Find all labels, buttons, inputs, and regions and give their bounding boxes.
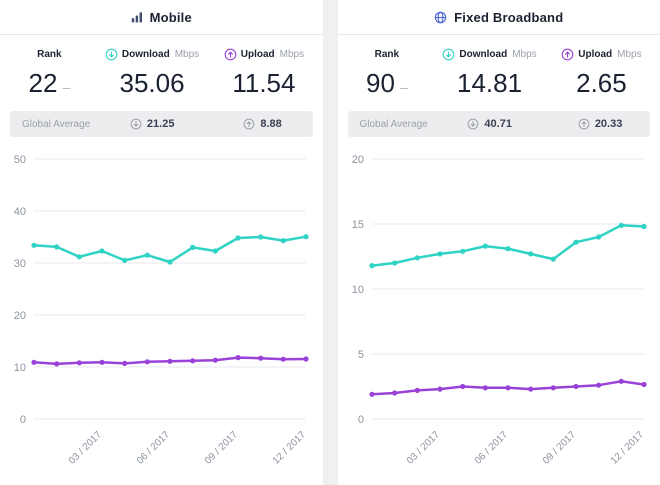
upload-value: 2.65 [576, 68, 627, 98]
svg-text:20: 20 [14, 310, 26, 322]
svg-text:06 / 2017: 06 / 2017 [135, 429, 173, 467]
rank-value-wrap: 22– [8, 68, 91, 99]
download-unit: Mbps [512, 48, 537, 60]
svg-text:10: 10 [351, 284, 363, 296]
upload-unit: Mbps [279, 48, 305, 60]
svg-text:5: 5 [357, 349, 363, 361]
svg-text:09 / 2017: 09 / 2017 [540, 429, 578, 467]
rank-value: 90 [366, 68, 395, 98]
svg-text:30: 30 [14, 258, 26, 270]
svg-text:40: 40 [14, 206, 26, 218]
fixed-broadband-panel-header: Fixed Broadband [337, 0, 660, 35]
download-icon [442, 48, 455, 61]
globe-icon [434, 11, 447, 24]
mobile-panel-header: Mobile [0, 0, 323, 35]
upload-unit: Mbps [617, 48, 642, 60]
global-upload-value: 20.33 [594, 118, 623, 130]
global-download-value: 21.25 [146, 118, 175, 130]
rank-value: 22 [28, 68, 58, 98]
download-unit: Mbps [174, 48, 200, 60]
global-upload-value: 8.88 [260, 118, 282, 130]
upload-icon [561, 48, 574, 61]
global-download-icon [467, 118, 479, 130]
panel-title: Fixed Broadband [454, 9, 564, 25]
svg-text:20: 20 [351, 154, 363, 166]
global-upload-icon [578, 118, 590, 130]
global-average-bar: Global Average 40.71 20.33 [347, 111, 650, 137]
global-download-value: 40.71 [484, 118, 512, 130]
global-average-label: Global Average [359, 118, 428, 130]
svg-text:06 / 2017: 06 / 2017 [472, 429, 510, 467]
svg-text:03 / 2017: 03 / 2017 [404, 429, 442, 467]
svg-text:15: 15 [351, 219, 363, 231]
fixed-broadband-panel: Fixed Broadband Rank 90– Download Mbps 1… [337, 0, 660, 485]
svg-text:10: 10 [14, 362, 26, 374]
global-download-icon [130, 118, 142, 130]
download-value: 14.81 [457, 68, 523, 98]
upload-label: Upload [240, 48, 275, 60]
svg-text:50: 50 [14, 154, 26, 166]
mobile-stats-row: Rank 22– Download Mbps 35.06 [0, 35, 323, 103]
fixed-stats-row: Rank 90– Download Mbps 14.81 [338, 35, 660, 103]
svg-text:12 / 2017: 12 / 2017 [271, 429, 309, 467]
rank-trend: – [62, 79, 71, 95]
svg-text:09 / 2017: 09 / 2017 [203, 429, 241, 467]
global-upload-icon [243, 118, 255, 130]
download-value: 35.06 [119, 68, 185, 98]
upload-value: 11.54 [232, 68, 296, 98]
mobile-panel: Mobile Rank 22– Download Mbps 35.06 [0, 0, 323, 485]
rank-value-wrap: 90– [346, 68, 429, 99]
fixed-broadband-chart: 0 5 10 15 20 03 / 2017 06 / 2017 09 / 2017 12 / … [338, 147, 660, 482]
upload-label: Upload [578, 48, 613, 60]
panel-title: Mobile [149, 9, 192, 25]
signal-bars-icon [131, 11, 143, 23]
mobile-chart: 0 10 20 30 40 50 03 / 2017 06 / 2017 09 / 2017 12… [0, 147, 323, 482]
download-icon [105, 48, 118, 61]
svg-text:12 / 2017: 12 / 2017 [608, 429, 646, 467]
rank-label: Rank [374, 48, 400, 60]
upload-icon [224, 48, 237, 61]
download-label: Download [121, 48, 170, 60]
rank-trend: – [399, 79, 408, 95]
global-average-label: Global Average [22, 118, 91, 130]
svg-text:03 / 2017: 03 / 2017 [67, 429, 105, 467]
rank-label: Rank [37, 48, 62, 60]
svg-text:0: 0 [20, 414, 26, 426]
svg-text:0: 0 [357, 414, 363, 426]
global-average-bar: Global Average 21.25 8.88 [10, 111, 313, 137]
download-label: Download [459, 48, 508, 60]
